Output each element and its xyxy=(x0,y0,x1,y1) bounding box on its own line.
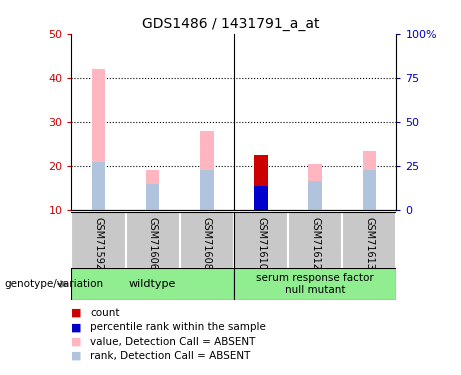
Bar xyxy=(254,186,268,210)
Text: GSM71610: GSM71610 xyxy=(256,216,266,269)
Text: ■: ■ xyxy=(71,337,82,346)
Bar xyxy=(342,212,396,270)
Bar xyxy=(288,212,342,270)
Text: serum response factor
null mutant: serum response factor null mutant xyxy=(256,273,374,295)
Bar xyxy=(71,212,125,270)
Bar xyxy=(92,69,105,210)
Bar xyxy=(146,170,160,210)
Bar xyxy=(92,162,105,210)
Text: percentile rank within the sample: percentile rank within the sample xyxy=(90,322,266,332)
Text: GDS1486 / 1431791_a_at: GDS1486 / 1431791_a_at xyxy=(142,17,319,31)
Text: count: count xyxy=(90,308,119,318)
Text: GSM71608: GSM71608 xyxy=(202,216,212,269)
Text: GSM71606: GSM71606 xyxy=(148,216,158,269)
Text: value, Detection Call = ABSENT: value, Detection Call = ABSENT xyxy=(90,337,255,346)
Text: rank, Detection Call = ABSENT: rank, Detection Call = ABSENT xyxy=(90,351,250,361)
Bar xyxy=(71,268,234,300)
Text: GSM71613: GSM71613 xyxy=(364,216,374,269)
Bar xyxy=(200,131,213,210)
Bar xyxy=(125,212,180,270)
Bar xyxy=(200,170,213,210)
Text: ■: ■ xyxy=(71,351,82,361)
Bar xyxy=(363,170,376,210)
Bar xyxy=(308,182,322,210)
Text: genotype/variation: genotype/variation xyxy=(5,279,104,289)
Bar xyxy=(363,150,376,210)
Bar xyxy=(180,212,234,270)
Bar xyxy=(234,268,396,300)
Bar xyxy=(308,164,322,210)
Text: ■: ■ xyxy=(71,322,82,332)
Text: GSM71592: GSM71592 xyxy=(94,216,104,270)
Text: ■: ■ xyxy=(71,308,82,318)
Text: GSM71612: GSM71612 xyxy=(310,216,320,270)
Bar xyxy=(146,184,160,210)
Bar xyxy=(234,212,288,270)
Text: wildtype: wildtype xyxy=(129,279,177,289)
Bar xyxy=(254,155,268,210)
